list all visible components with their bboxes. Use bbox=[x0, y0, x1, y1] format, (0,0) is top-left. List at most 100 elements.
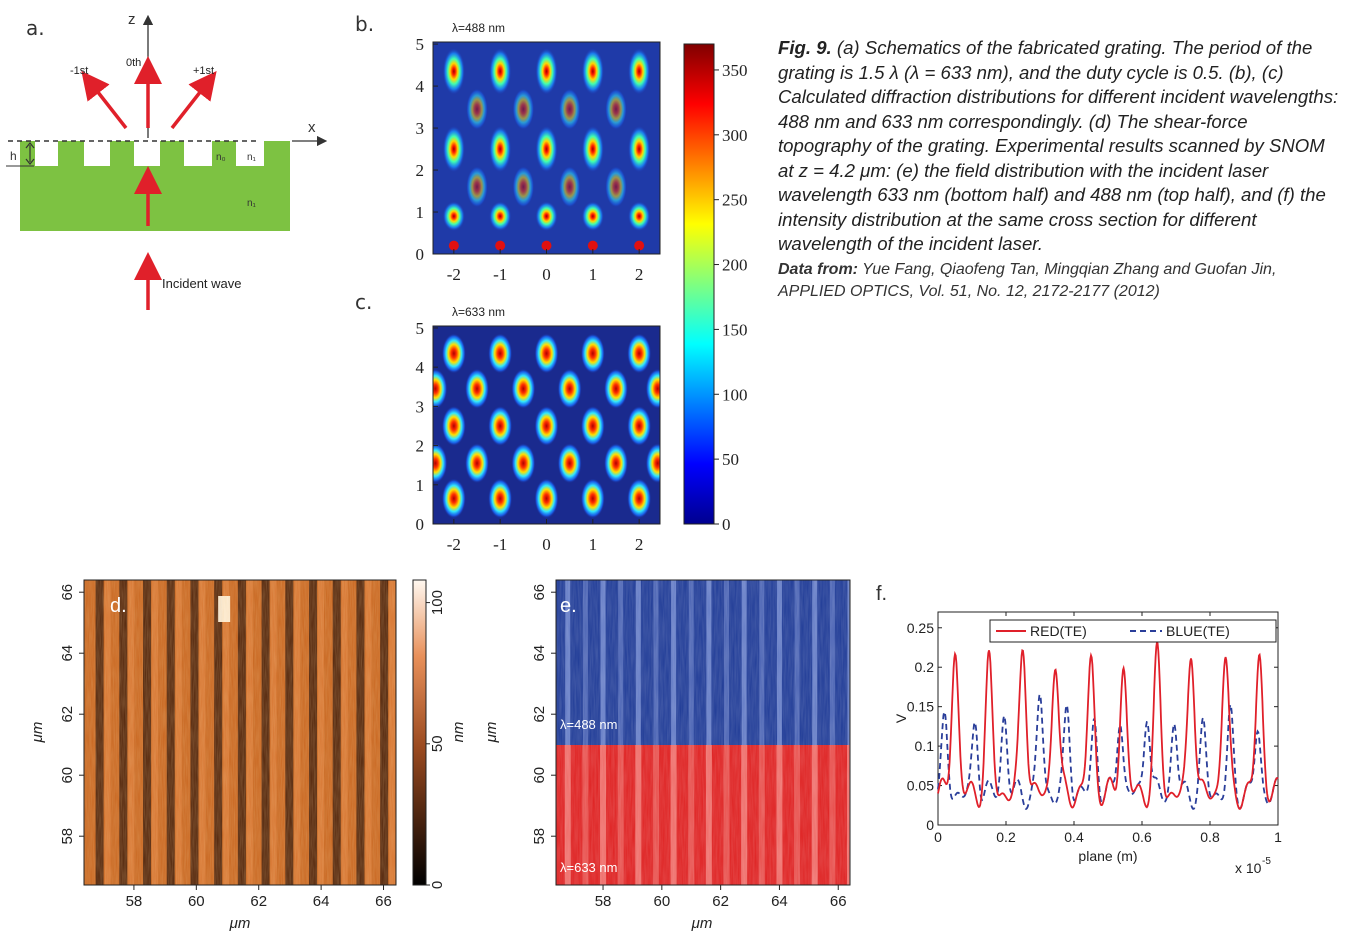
xtick-label: 0.6 bbox=[1132, 829, 1152, 845]
field-lobe-633 bbox=[511, 368, 536, 409]
ytick-label: 64 bbox=[59, 645, 76, 662]
ytick-label: 5 bbox=[416, 35, 425, 54]
field-lobe-488 bbox=[512, 165, 535, 208]
ytick-label: 0 bbox=[926, 817, 934, 833]
ytick-label: 0.2 bbox=[915, 659, 935, 675]
xtick-label: 0 bbox=[542, 535, 551, 554]
field-lobe-488 bbox=[495, 240, 506, 251]
field-lobe-633 bbox=[441, 333, 466, 374]
colorbar-tick-label: 0 bbox=[722, 515, 731, 534]
xtick-label: 1 bbox=[1274, 829, 1282, 845]
panel-label-c: c. bbox=[355, 290, 373, 314]
field-lobe-633 bbox=[645, 368, 660, 409]
ytick-label: 0.15 bbox=[907, 699, 934, 715]
field-lobe-488 bbox=[442, 201, 465, 231]
n1-top-label: n₁ bbox=[247, 152, 257, 163]
field-lobe-633 bbox=[534, 405, 559, 446]
xtick-label: 0.2 bbox=[996, 829, 1016, 845]
ytick-label: 62 bbox=[531, 706, 548, 723]
order-minus1-label: -1st bbox=[70, 65, 88, 77]
colorbar-tick-label: 300 bbox=[722, 126, 748, 145]
xtick-label: 60 bbox=[188, 893, 205, 910]
field-lobe-633 bbox=[511, 443, 536, 484]
caption-source: Data from: Yue Fang, Qiaofeng Tan, Mingq… bbox=[778, 259, 1343, 303]
ytick-label: 0.1 bbox=[915, 738, 935, 754]
field-lobe-633 bbox=[465, 368, 490, 409]
topography-panel: d. 58 60 62 64 66 58 60 62 64 66 μm μm 0 50 100 nm bbox=[29, 579, 467, 932]
intensity-line-chart: f. 0 0.2 0.4 0.6 0.8 1 0 0.05 0.1 0.15 0.2 0.25 plan… bbox=[876, 583, 1282, 876]
grating-schematic: x z -1st 0th +1st h n₀ n₁ n₁ Incident wa… bbox=[6, 11, 328, 310]
n0-label: n₀ bbox=[216, 152, 226, 163]
ytick-label: 0.25 bbox=[907, 620, 934, 636]
field-lobe-488 bbox=[489, 201, 512, 231]
field-lobe-633 bbox=[433, 443, 448, 484]
panel-label-a: a. bbox=[26, 16, 45, 40]
ytick-label: 3 bbox=[416, 397, 425, 416]
plot-area bbox=[937, 611, 1279, 826]
field-lobe-488 bbox=[581, 201, 604, 231]
panel-label-e: e. bbox=[560, 595, 577, 617]
snom-top-label: λ=488 nm bbox=[560, 717, 617, 732]
topography-colorbar bbox=[412, 579, 427, 886]
order-minus1-arrow bbox=[81, 70, 128, 130]
xtick-label: 64 bbox=[771, 893, 788, 910]
order-plus1-arrow bbox=[170, 70, 217, 130]
ytick-label: 58 bbox=[59, 828, 76, 845]
x-axis-label: x bbox=[308, 119, 316, 136]
legend-label-red: RED(TE) bbox=[1030, 623, 1087, 639]
source-text: Yue Fang, Qiaofeng Tan, Mingqian Zhang a… bbox=[778, 260, 1277, 300]
field-lobe-633 bbox=[603, 443, 628, 484]
source-label: Data from: bbox=[778, 260, 859, 278]
field-lobe-488 bbox=[604, 165, 627, 208]
field-lobe-633 bbox=[627, 478, 652, 519]
field-lobe-488 bbox=[535, 125, 558, 173]
field-lobe-633 bbox=[580, 405, 605, 446]
field-lobe-633 bbox=[645, 443, 660, 484]
xtick-label: 62 bbox=[250, 893, 267, 910]
ytick-label: 4 bbox=[416, 358, 425, 377]
colorbar-tick-label: 100 bbox=[429, 590, 446, 615]
ytick-label: 0.05 bbox=[907, 778, 934, 794]
field-lobe-633 bbox=[557, 443, 582, 484]
xtick-label: -2 bbox=[447, 265, 461, 284]
ytick-label: 3 bbox=[416, 119, 425, 138]
n1-substrate-label: n₁ bbox=[247, 198, 257, 209]
field-lobe-633 bbox=[465, 443, 490, 484]
field-lobe-633 bbox=[627, 333, 652, 374]
x-axis-multiplier: x 10 bbox=[1235, 860, 1262, 876]
xtick-label: 0 bbox=[542, 265, 551, 284]
field-lobe-633 bbox=[488, 478, 513, 519]
field-lobe-488 bbox=[489, 48, 512, 95]
field-map-633 bbox=[432, 325, 661, 525]
ytick-label: 4 bbox=[416, 77, 425, 96]
colorbar-tick-label: 250 bbox=[722, 191, 748, 210]
field-lobe-633 bbox=[441, 405, 466, 446]
field-lobe-633 bbox=[580, 333, 605, 374]
field-lobe-633 bbox=[603, 368, 628, 409]
colorbar-tick-label: 200 bbox=[722, 256, 748, 275]
ytick-label: 64 bbox=[531, 645, 548, 662]
y-axis-title: V bbox=[893, 713, 909, 723]
field-lobe-633 bbox=[488, 405, 513, 446]
xtick-label: 1 bbox=[589, 265, 598, 284]
field-lobe-633 bbox=[433, 368, 448, 409]
ytick-label: 66 bbox=[531, 584, 548, 601]
series-line-red bbox=[937, 638, 1279, 810]
xtick-label: 1 bbox=[589, 535, 598, 554]
field-lobe-488 bbox=[587, 240, 598, 251]
wavelength-label-633: λ=633 nm bbox=[452, 305, 505, 319]
incident-wave-label: Incident wave bbox=[162, 276, 242, 291]
x-axis-title: μm bbox=[691, 915, 713, 932]
ytick-label: 62 bbox=[59, 706, 76, 723]
field-lobe-488 bbox=[535, 48, 558, 95]
field-lobe-488 bbox=[558, 165, 581, 208]
panel-label-d: d. bbox=[110, 595, 127, 617]
xtick-label: 0.4 bbox=[1064, 829, 1084, 845]
legend-label-blue: BLUE(TE) bbox=[1166, 623, 1230, 639]
jet-colorbar bbox=[683, 43, 715, 525]
xtick-label: 58 bbox=[595, 893, 612, 910]
field-lobe-488 bbox=[628, 48, 651, 95]
ytick-label: 1 bbox=[416, 203, 425, 222]
xtick-label: 66 bbox=[830, 893, 847, 910]
field-lobe-488 bbox=[581, 125, 604, 173]
